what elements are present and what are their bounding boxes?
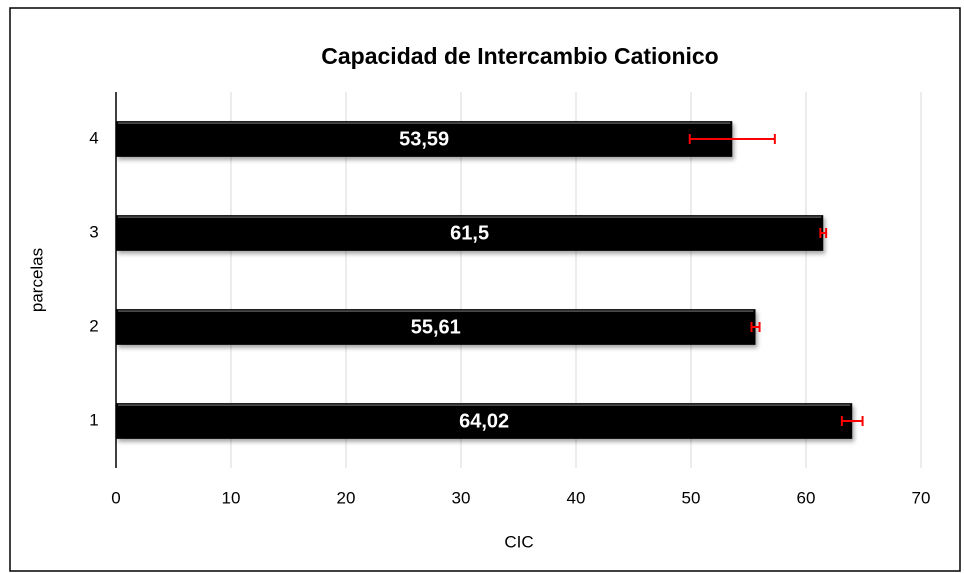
bar bbox=[116, 309, 756, 345]
error-bar bbox=[688, 134, 776, 144]
x-tick-label: 60 bbox=[797, 488, 816, 507]
x-tick-label: 40 bbox=[567, 488, 586, 507]
marks: 64,02 55,61 61,5 53,59 bbox=[116, 121, 864, 439]
x-tick-label: 30 bbox=[452, 488, 471, 507]
value-label: 55,61 bbox=[411, 316, 461, 338]
error-bar bbox=[819, 228, 828, 238]
y-tick-label: 2 bbox=[89, 316, 98, 335]
x-tick-label: 50 bbox=[682, 488, 701, 507]
x-tick-label: 70 bbox=[912, 488, 931, 507]
y-tick-label: 4 bbox=[89, 128, 98, 147]
bar bbox=[116, 403, 853, 439]
x-axis-label: CIC bbox=[504, 532, 533, 551]
x-tick-label: 0 bbox=[111, 488, 120, 507]
x-tick-label: 10 bbox=[222, 488, 241, 507]
chart-frame bbox=[9, 7, 961, 572]
y-tick-label: 3 bbox=[89, 222, 98, 241]
bar bbox=[116, 121, 733, 157]
y-tick-label: 1 bbox=[89, 410, 98, 429]
error-bar bbox=[750, 322, 761, 332]
chart-title: Capacidad de Intercambio Cationico bbox=[321, 43, 718, 69]
x-tick-label: 20 bbox=[337, 488, 356, 507]
value-label: 64,02 bbox=[459, 410, 509, 432]
y-axis-label: parcelas bbox=[27, 248, 46, 312]
error-bar bbox=[840, 416, 864, 426]
value-label: 53,59 bbox=[399, 128, 449, 150]
bar bbox=[116, 215, 824, 251]
value-label: 61,5 bbox=[450, 222, 489, 244]
